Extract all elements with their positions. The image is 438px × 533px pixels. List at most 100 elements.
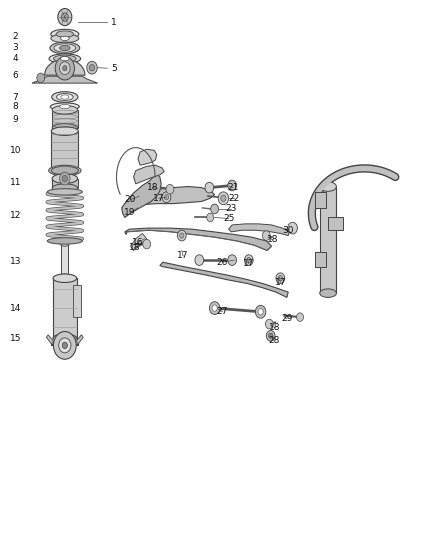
Circle shape (37, 73, 45, 83)
Polygon shape (134, 165, 164, 184)
Text: 20: 20 (124, 196, 136, 204)
Ellipse shape (56, 31, 74, 37)
Text: 22: 22 (229, 194, 240, 203)
Text: 11: 11 (10, 178, 21, 187)
Text: 17: 17 (177, 252, 189, 260)
Text: 15: 15 (10, 334, 21, 343)
Bar (52, 179, 78, 188)
Text: 21: 21 (227, 183, 239, 192)
Circle shape (177, 230, 186, 241)
Ellipse shape (60, 56, 69, 61)
Circle shape (278, 276, 283, 281)
Ellipse shape (51, 127, 78, 135)
Ellipse shape (50, 42, 80, 54)
Text: 18: 18 (269, 324, 281, 332)
Bar (315, 192, 326, 208)
Text: 6: 6 (12, 71, 18, 80)
Circle shape (262, 231, 270, 240)
Text: 17: 17 (153, 194, 164, 203)
Text: 5: 5 (111, 64, 117, 72)
Polygon shape (122, 175, 161, 217)
Circle shape (221, 195, 226, 201)
Circle shape (59, 338, 71, 353)
Ellipse shape (52, 184, 78, 192)
Text: 13: 13 (10, 257, 21, 265)
Polygon shape (125, 187, 215, 205)
Text: 23: 23 (226, 205, 237, 213)
Polygon shape (160, 262, 288, 297)
Circle shape (288, 222, 297, 234)
Circle shape (55, 56, 74, 80)
Text: 27: 27 (217, 308, 228, 316)
Circle shape (62, 175, 67, 182)
Text: 2: 2 (13, 32, 18, 41)
Circle shape (63, 66, 67, 71)
Text: 18: 18 (267, 236, 278, 244)
Bar (315, 252, 326, 266)
Circle shape (255, 305, 266, 318)
Ellipse shape (50, 103, 79, 110)
Circle shape (276, 273, 285, 284)
Text: 28: 28 (268, 336, 279, 344)
Ellipse shape (61, 274, 68, 278)
PathPatch shape (46, 335, 53, 344)
Ellipse shape (53, 55, 76, 62)
Circle shape (143, 239, 151, 249)
Ellipse shape (60, 104, 70, 109)
Bar (328, 217, 343, 230)
Circle shape (53, 332, 76, 359)
Circle shape (207, 213, 214, 222)
Circle shape (166, 184, 174, 194)
Ellipse shape (53, 334, 77, 342)
Bar (53, 278, 77, 338)
Polygon shape (138, 149, 157, 165)
Circle shape (205, 182, 214, 193)
Ellipse shape (57, 94, 73, 100)
Circle shape (164, 195, 169, 200)
Ellipse shape (61, 95, 69, 99)
Circle shape (209, 302, 220, 314)
Text: 16: 16 (132, 238, 144, 247)
Circle shape (60, 172, 70, 185)
Ellipse shape (49, 165, 81, 176)
Text: 29: 29 (281, 314, 293, 323)
Circle shape (211, 204, 219, 214)
Bar (61, 244, 68, 276)
Text: 26: 26 (217, 258, 228, 266)
Ellipse shape (60, 45, 70, 51)
Text: 19: 19 (124, 208, 136, 216)
Ellipse shape (60, 36, 69, 41)
Ellipse shape (51, 29, 79, 39)
Text: 18: 18 (147, 183, 158, 192)
Text: 4: 4 (13, 54, 18, 63)
Bar (52, 110, 78, 128)
Circle shape (162, 192, 171, 203)
Polygon shape (229, 224, 289, 236)
Bar (320, 187, 336, 293)
Ellipse shape (60, 241, 70, 246)
Bar (73, 285, 81, 317)
Circle shape (58, 9, 72, 26)
Text: 12: 12 (10, 211, 21, 220)
Circle shape (268, 333, 273, 338)
Circle shape (89, 64, 95, 71)
Ellipse shape (51, 166, 78, 175)
Text: 9: 9 (12, 116, 18, 124)
Ellipse shape (320, 289, 336, 297)
Ellipse shape (47, 189, 82, 195)
Polygon shape (125, 228, 272, 251)
Circle shape (247, 257, 251, 263)
Text: 8: 8 (12, 102, 18, 111)
PathPatch shape (45, 59, 85, 75)
Text: 25: 25 (223, 214, 234, 223)
Text: 1: 1 (111, 18, 117, 27)
Text: 7: 7 (12, 93, 18, 101)
Ellipse shape (47, 238, 82, 244)
Circle shape (61, 13, 68, 21)
Circle shape (228, 255, 237, 265)
Ellipse shape (49, 54, 81, 63)
Text: 17: 17 (275, 278, 286, 287)
Ellipse shape (53, 274, 77, 282)
Circle shape (87, 61, 97, 74)
Circle shape (195, 255, 204, 265)
